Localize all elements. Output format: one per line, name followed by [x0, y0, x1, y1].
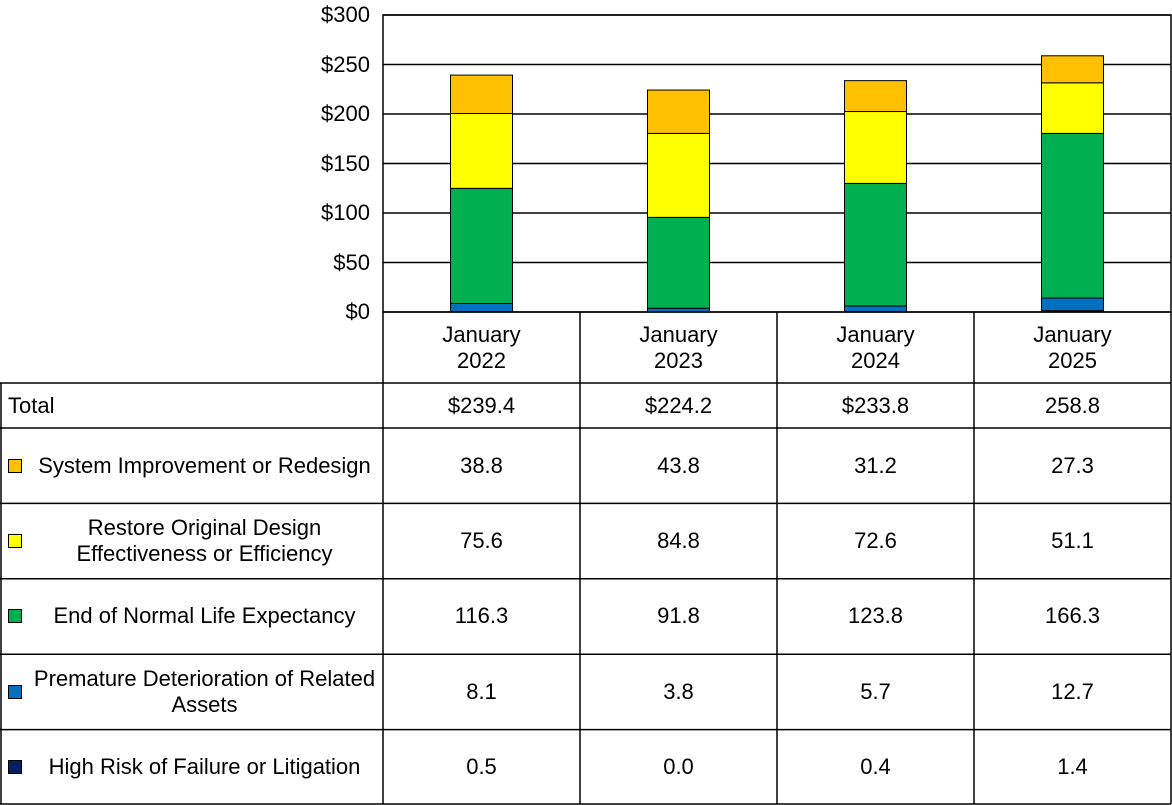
table-value: 116.3 [383, 579, 580, 654]
y-tick-label: $0 [345, 299, 370, 324]
value-text: 31.2 [854, 452, 897, 478]
y-tick-label: $250 [321, 51, 370, 77]
legend-entry: System Improvement or Redesign [0, 428, 383, 503]
y-tick-label: $200 [321, 101, 370, 126]
table-value: 91.8 [580, 579, 777, 654]
legend-text: High Risk of Failure or Litigation [48, 754, 361, 780]
bar-segment [647, 216, 710, 309]
table-value: 72.6 [777, 503, 974, 578]
bar-segment [1041, 132, 1104, 299]
table-row-label: Total [0, 383, 383, 428]
value-text: 12.7 [1051, 678, 1094, 704]
value-text: 8.1 [466, 678, 497, 704]
table-value: $233.8 [777, 383, 974, 428]
table-value: 166.3 [974, 579, 1171, 654]
x-tick-label: January 2024 [777, 312, 974, 383]
table-value: 51.1 [974, 503, 1171, 578]
legend-key [8, 458, 22, 473]
y-tick-label: $300 [321, 2, 370, 27]
value-text: 0.0 [663, 754, 694, 780]
value-text: 91.8 [657, 603, 700, 629]
value-text: 1.4 [1057, 754, 1088, 780]
table-value: $224.2 [580, 383, 777, 428]
bar-segment [647, 132, 710, 218]
table-value: 0.0 [580, 730, 777, 805]
y-tick-label: $50 [333, 249, 370, 275]
value-text: $224.2 [644, 392, 713, 418]
table-value: 3.8 [580, 654, 777, 729]
value-text: 27.3 [1051, 452, 1094, 478]
bar-segment [450, 113, 513, 189]
legend-entry: Restore Original Design Effectiveness or… [0, 503, 383, 578]
bar-segment [1041, 82, 1104, 134]
value-text: 166.3 [1044, 603, 1101, 629]
legend-key [8, 609, 22, 624]
legend-text: Restore Original Design Effectiveness or… [76, 515, 333, 567]
y-tick-label: $100 [321, 200, 370, 225]
bar-segment [1041, 55, 1104, 84]
value-text: 43.8 [657, 452, 700, 478]
value-text: 51.1 [1051, 528, 1094, 554]
value-text: 3.8 [663, 678, 694, 704]
value-text: 72.6 [854, 528, 897, 554]
table-value: 123.8 [777, 579, 974, 654]
table-value: 27.3 [974, 428, 1171, 503]
table-value: 31.2 [777, 428, 974, 503]
table-value: 75.6 [383, 503, 580, 578]
bar-segment [844, 182, 907, 307]
table-value: 0.4 [777, 730, 974, 805]
value-text: 84.8 [657, 528, 700, 554]
bar-segment [844, 80, 907, 113]
legend-key [8, 760, 22, 775]
bar-segment [1041, 297, 1104, 312]
category-text: January 2023 [639, 321, 718, 373]
value-text: $233.8 [841, 392, 910, 418]
value-text: 5.7 [860, 678, 891, 704]
table-value: 38.8 [383, 428, 580, 503]
table-value: 0.5 [383, 730, 580, 805]
value-text: 0.4 [860, 754, 891, 780]
legend-text: End of Normal Life Expectancy [53, 603, 356, 629]
x-tick-label: January 2023 [580, 312, 777, 383]
table-value: 84.8 [580, 503, 777, 578]
bar-segment [450, 74, 513, 115]
bar-segment [647, 89, 710, 134]
value-text: 258.8 [1044, 392, 1101, 418]
value-text: 0.5 [466, 754, 497, 780]
bar-segment [450, 302, 513, 313]
table-value: 258.8 [974, 383, 1171, 428]
value-text: 116.3 [454, 603, 509, 629]
legend-text: Premature Deterioration of Related Asset… [33, 665, 376, 717]
value-text: 75.6 [460, 528, 503, 554]
x-tick-label: January 2022 [383, 312, 580, 383]
table-value: 1.4 [974, 730, 1171, 805]
table-value: $239.4 [383, 383, 580, 428]
y-tick-label: $150 [321, 150, 370, 176]
bar-segment [450, 187, 513, 304]
legend-entry: End of Normal Life Expectancy [0, 579, 383, 654]
category-text: January 2022 [442, 321, 521, 373]
table-value: 8.1 [383, 654, 580, 729]
legend-key [8, 534, 22, 549]
legend-entry: Premature Deterioration of Related Asset… [0, 654, 383, 729]
legend-entry: High Risk of Failure or Litigation [0, 730, 383, 805]
x-tick-label: January 2025 [974, 312, 1171, 383]
value-text: 123.8 [847, 603, 904, 629]
table-value: 12.7 [974, 654, 1171, 729]
bar-segment [844, 111, 907, 184]
value-text: 38.8 [460, 452, 503, 478]
category-text: January 2024 [836, 321, 915, 373]
bar-segment [844, 305, 907, 313]
category-text: January 2025 [1033, 321, 1112, 373]
row-name: Total [8, 392, 55, 418]
legend-key [8, 684, 22, 699]
legend-text: System Improvement or Redesign [38, 452, 371, 478]
table-value: 5.7 [777, 654, 974, 729]
table-value: 43.8 [580, 428, 777, 503]
value-text: $239.4 [447, 392, 516, 418]
